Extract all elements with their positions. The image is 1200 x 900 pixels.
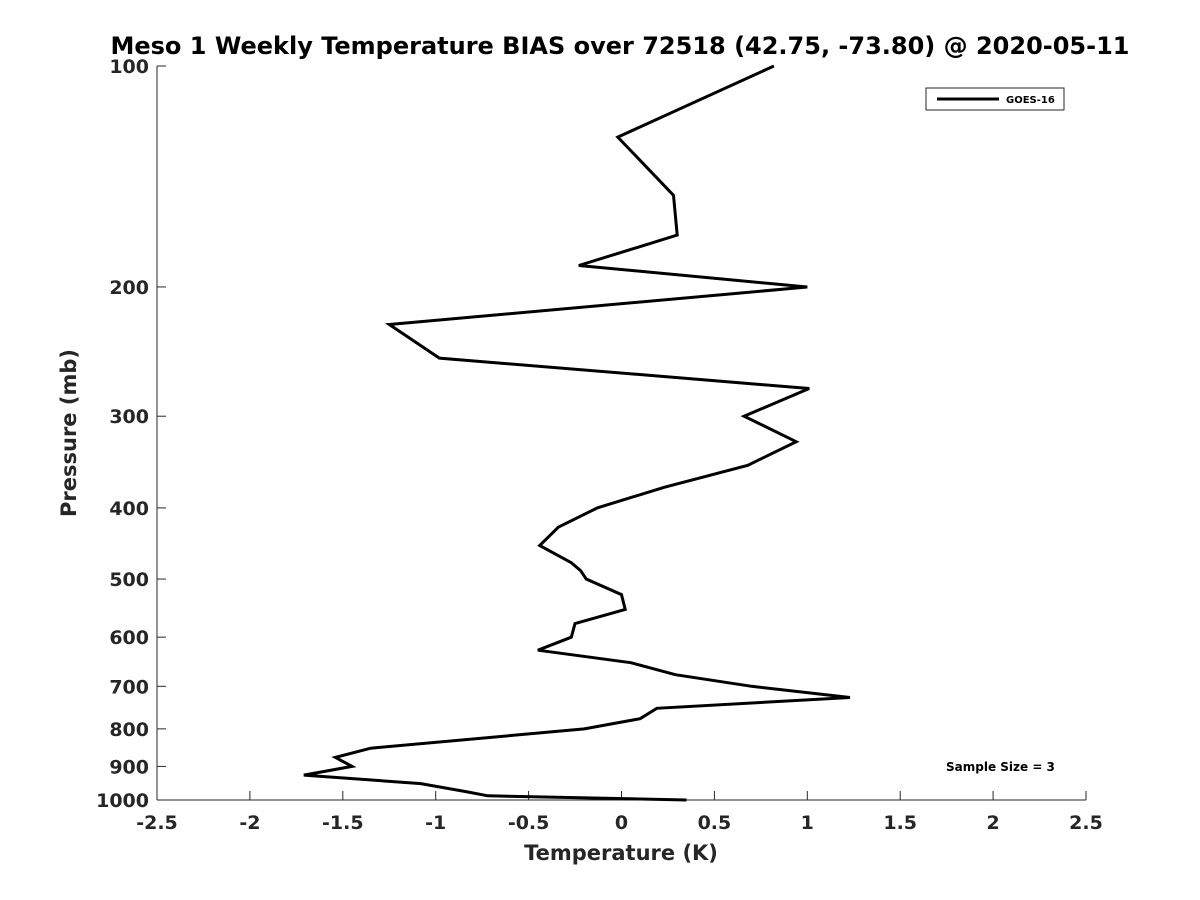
y-tick-label: 100 [109,56,149,78]
y-tick-label: 700 [109,676,149,698]
chart-title: Meso 1 Weekly Temperature BIAS over 7251… [110,32,1129,60]
y-tick-label: 600 [109,627,149,649]
y-tick-label: 800 [109,719,149,741]
x-tick-label: 2 [986,812,999,834]
y-tick-label: 400 [109,498,149,520]
x-tick-label: 1.5 [883,812,917,834]
x-ticks: -2.5 -2 -1.5 -1 -0.5 0 0.5 1 1.5 2 2.5 [136,791,1103,834]
x-tick-label: 2.5 [1069,812,1103,834]
y-tick-label: 1000 [96,790,149,812]
x-tick-label: -1 [425,812,446,834]
series-layer [303,64,851,802]
legend-entry-goes-16: GOES-16 [1006,95,1055,106]
y-tick-label: 900 [109,756,149,778]
x-tick-label: -1.5 [322,812,364,834]
legend: GOES-16 [925,87,1065,111]
x-tick-label: -2 [239,812,260,834]
sample-size-annotation: Sample Size = 3 [946,760,1055,774]
y-tick-label: 200 [109,277,149,299]
y-axis-label: Pressure (mb) [57,349,81,517]
x-tick-label: 0 [615,812,628,834]
x-axis-label: Temperature (K) [524,841,718,865]
y-tick-label: 300 [109,406,149,428]
plot-area [156,66,1086,801]
x-tick-label: 1 [801,812,814,834]
x-tick-label: 0.5 [698,812,732,834]
y-tick-label: 500 [109,569,149,591]
series-line-goes-16 [303,64,851,802]
x-tick-label: -2.5 [136,812,178,834]
y-ticks: 100 200 300 400 500 600 700 800 900 1000 [96,56,166,812]
x-tick-label: -0.5 [508,812,550,834]
